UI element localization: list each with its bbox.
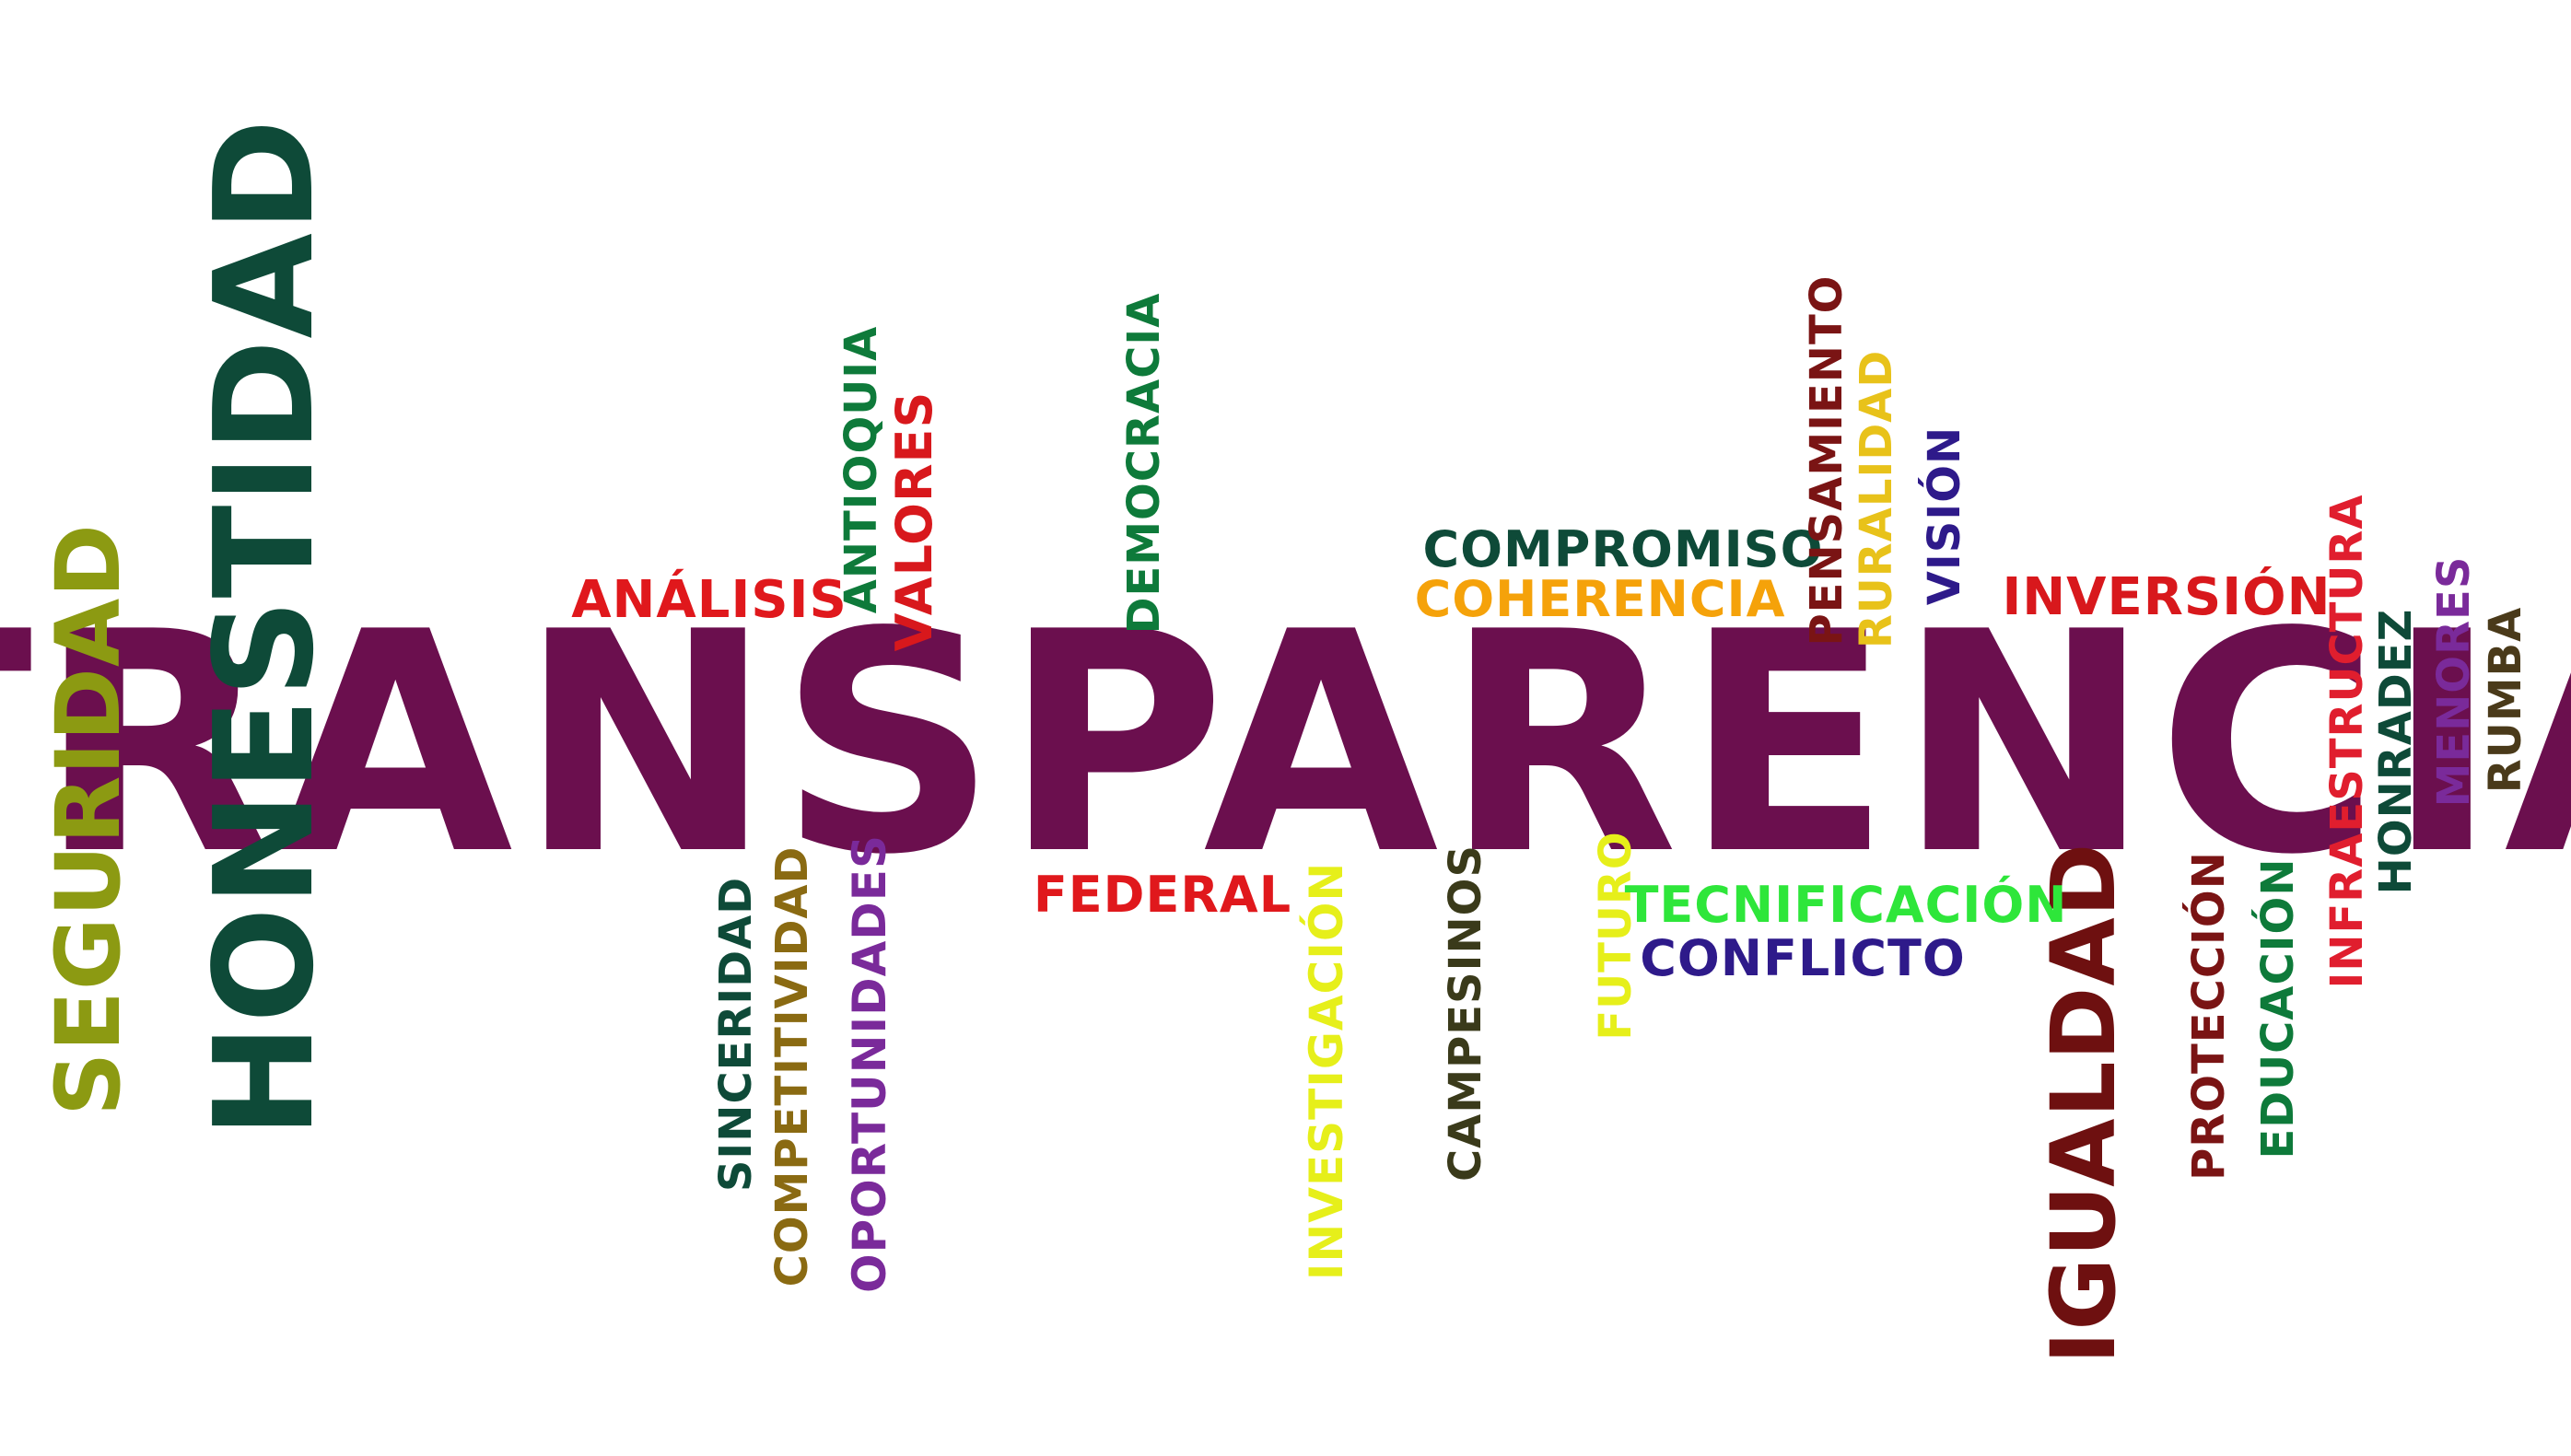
word-inversion: INVERSIÓN — [2002, 567, 2331, 627]
word-futuro: FUTURO — [1590, 831, 1642, 1041]
word-honestidad: HONESTIDAD — [185, 118, 344, 1138]
word-valores: VALORES — [885, 390, 943, 652]
word-antioquia: ANTIOQUIA — [836, 325, 887, 614]
word-transparencia: TRANSPARENCIA — [0, 567, 2571, 921]
word-analisis: ANÁLISIS — [571, 570, 847, 630]
word-sinceridad: SINCERIDAD — [710, 876, 762, 1193]
word-investigacion: INVESTIGACIÓN — [1300, 861, 1353, 1281]
word-seguridad: SEGURIDAD — [37, 523, 140, 1116]
word-democracia: DEMOCRACIA — [1118, 292, 1170, 635]
word-campesinos: CAMPESINOS — [1440, 844, 1491, 1182]
word-honradez: HONRADEZ — [2370, 608, 2422, 895]
word-vision: VISIÓN — [1919, 425, 1970, 606]
word-conflicto: CONFLICTO — [1640, 929, 1966, 987]
word-ruralidad: RURALIDAD — [1851, 349, 1902, 649]
word-pensamiento: PENSAMIENTO — [1801, 274, 1852, 646]
word-infraestructura: INFRAESTRUCTURA — [2321, 494, 2373, 989]
word-compromiso: COMPROMISO — [1422, 520, 1824, 578]
word-educacion: EDUCACIÓN — [2252, 857, 2304, 1159]
word-federal: FEDERAL — [1033, 866, 1292, 924]
word-menores: MENORES — [2428, 555, 2480, 808]
word-coherencia: COHERENCIA — [1414, 570, 1786, 628]
word-oportunidades: OPORTUNIDADES — [843, 834, 896, 1293]
word-competitividad: COMPETITIVIDAD — [766, 845, 818, 1287]
word-rumba: RUMBA — [2480, 606, 2531, 794]
word-proteccion: PROTECCIÓN — [2183, 851, 2235, 1181]
word-tecnificacion: TECNIFICACIÓN — [1624, 876, 2068, 934]
